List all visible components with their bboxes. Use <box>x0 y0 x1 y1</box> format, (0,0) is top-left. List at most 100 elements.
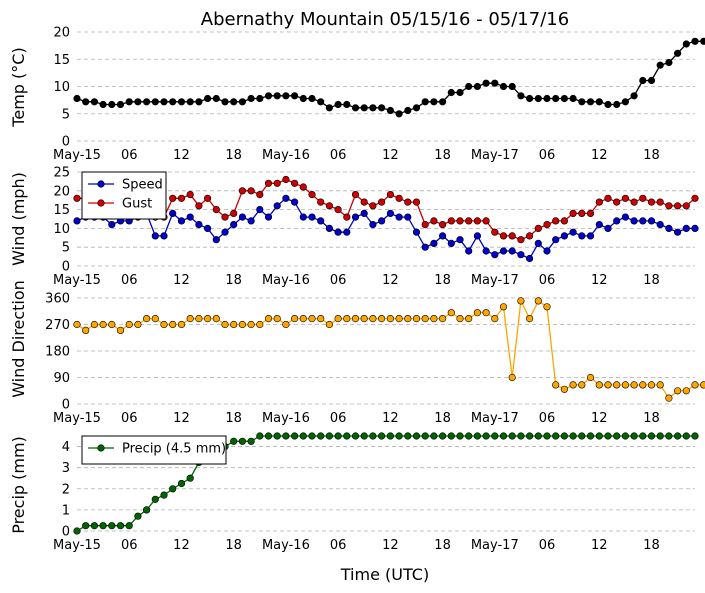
data-point <box>282 92 290 100</box>
data-point <box>204 224 212 232</box>
data-point <box>99 320 107 329</box>
data-point <box>682 224 690 232</box>
x-tick-label: May-15 <box>53 538 101 553</box>
y-tick-label: 270 <box>45 318 70 333</box>
data-point <box>73 320 81 329</box>
data-point <box>552 236 560 244</box>
data-point <box>691 381 699 389</box>
data-point <box>534 94 542 103</box>
x-tick-label: 18 <box>643 411 660 426</box>
data-point <box>177 98 186 106</box>
data-point <box>169 98 177 106</box>
y-tick-label: 10 <box>53 222 70 237</box>
data-point <box>134 512 142 520</box>
data-point <box>430 315 438 323</box>
data-point <box>351 191 360 199</box>
data-point <box>360 315 368 323</box>
data-point <box>195 202 203 210</box>
data-point <box>308 315 316 323</box>
data-point <box>82 522 90 530</box>
data-point <box>604 381 612 389</box>
data-point <box>630 198 638 206</box>
data-point <box>473 217 482 225</box>
data-point <box>491 315 499 323</box>
data-point <box>317 98 325 106</box>
data-point <box>578 98 586 106</box>
data-point <box>204 194 212 202</box>
data-point <box>517 251 525 259</box>
data-point <box>447 309 455 317</box>
data-point <box>404 432 412 440</box>
x-tick-label: 12 <box>591 411 608 426</box>
x-tick-label: 12 <box>173 411 190 426</box>
data-point <box>508 82 516 91</box>
data-point <box>378 217 386 225</box>
data-point <box>525 315 534 323</box>
data-point <box>125 98 133 106</box>
data-point <box>673 387 682 395</box>
data-point <box>604 100 612 109</box>
data-point <box>465 82 473 91</box>
x-tick-label: 12 <box>173 148 190 163</box>
data-point <box>656 61 664 69</box>
x-tick-label: 18 <box>225 411 242 426</box>
x-tick-label: 18 <box>434 538 451 553</box>
data-point <box>238 437 246 445</box>
data-point <box>151 495 159 503</box>
data-point <box>186 191 194 199</box>
data-point <box>525 232 534 240</box>
data-point <box>543 247 551 255</box>
data-point <box>299 315 307 323</box>
data-point <box>204 94 212 103</box>
data-point <box>369 315 377 323</box>
x-tick-label: 18 <box>434 148 451 163</box>
data-point <box>639 217 647 225</box>
data-point <box>238 98 246 106</box>
data-point <box>508 232 516 240</box>
wind-axis-label: Wind (mph) <box>9 172 28 266</box>
data-point <box>325 202 334 210</box>
x-tick-label: 06 <box>121 273 138 288</box>
data-point <box>682 202 690 210</box>
data-point <box>404 315 412 323</box>
x-tick-label: 12 <box>382 411 399 426</box>
x-tick-label: 18 <box>225 273 242 288</box>
data-point <box>282 194 290 202</box>
data-point <box>682 432 690 440</box>
data-point <box>343 213 351 221</box>
data-point <box>317 315 325 323</box>
data-point <box>160 232 168 240</box>
data-point <box>378 432 386 440</box>
data-point <box>73 194 81 202</box>
data-point <box>656 432 664 440</box>
legend-box <box>81 435 227 465</box>
data-point <box>73 527 81 535</box>
x-tick-label: 12 <box>173 538 190 553</box>
data-point <box>238 320 246 329</box>
x-tick-label: May-15 <box>53 411 101 426</box>
data-point <box>586 432 595 440</box>
data-point <box>317 432 325 440</box>
data-point <box>186 213 194 221</box>
data-point <box>116 100 125 109</box>
data-point <box>230 98 238 106</box>
data-point <box>351 315 360 323</box>
data-point <box>473 82 482 91</box>
y-tick-label: 2 <box>62 482 70 497</box>
data-point <box>247 94 255 103</box>
data-point <box>656 381 664 389</box>
data-point <box>665 394 673 402</box>
x-tick-label: 06 <box>330 411 347 426</box>
data-point <box>560 432 569 440</box>
x-tick-label: 06 <box>121 148 138 163</box>
data-point <box>639 76 647 85</box>
data-point <box>230 221 238 229</box>
y-tick-label: 0 <box>62 135 70 150</box>
data-point <box>412 432 421 440</box>
data-point <box>517 92 525 100</box>
data-point <box>569 381 577 389</box>
data-point <box>256 320 264 329</box>
data-point <box>160 98 168 106</box>
data-point <box>647 198 656 206</box>
data-point <box>700 37 705 45</box>
